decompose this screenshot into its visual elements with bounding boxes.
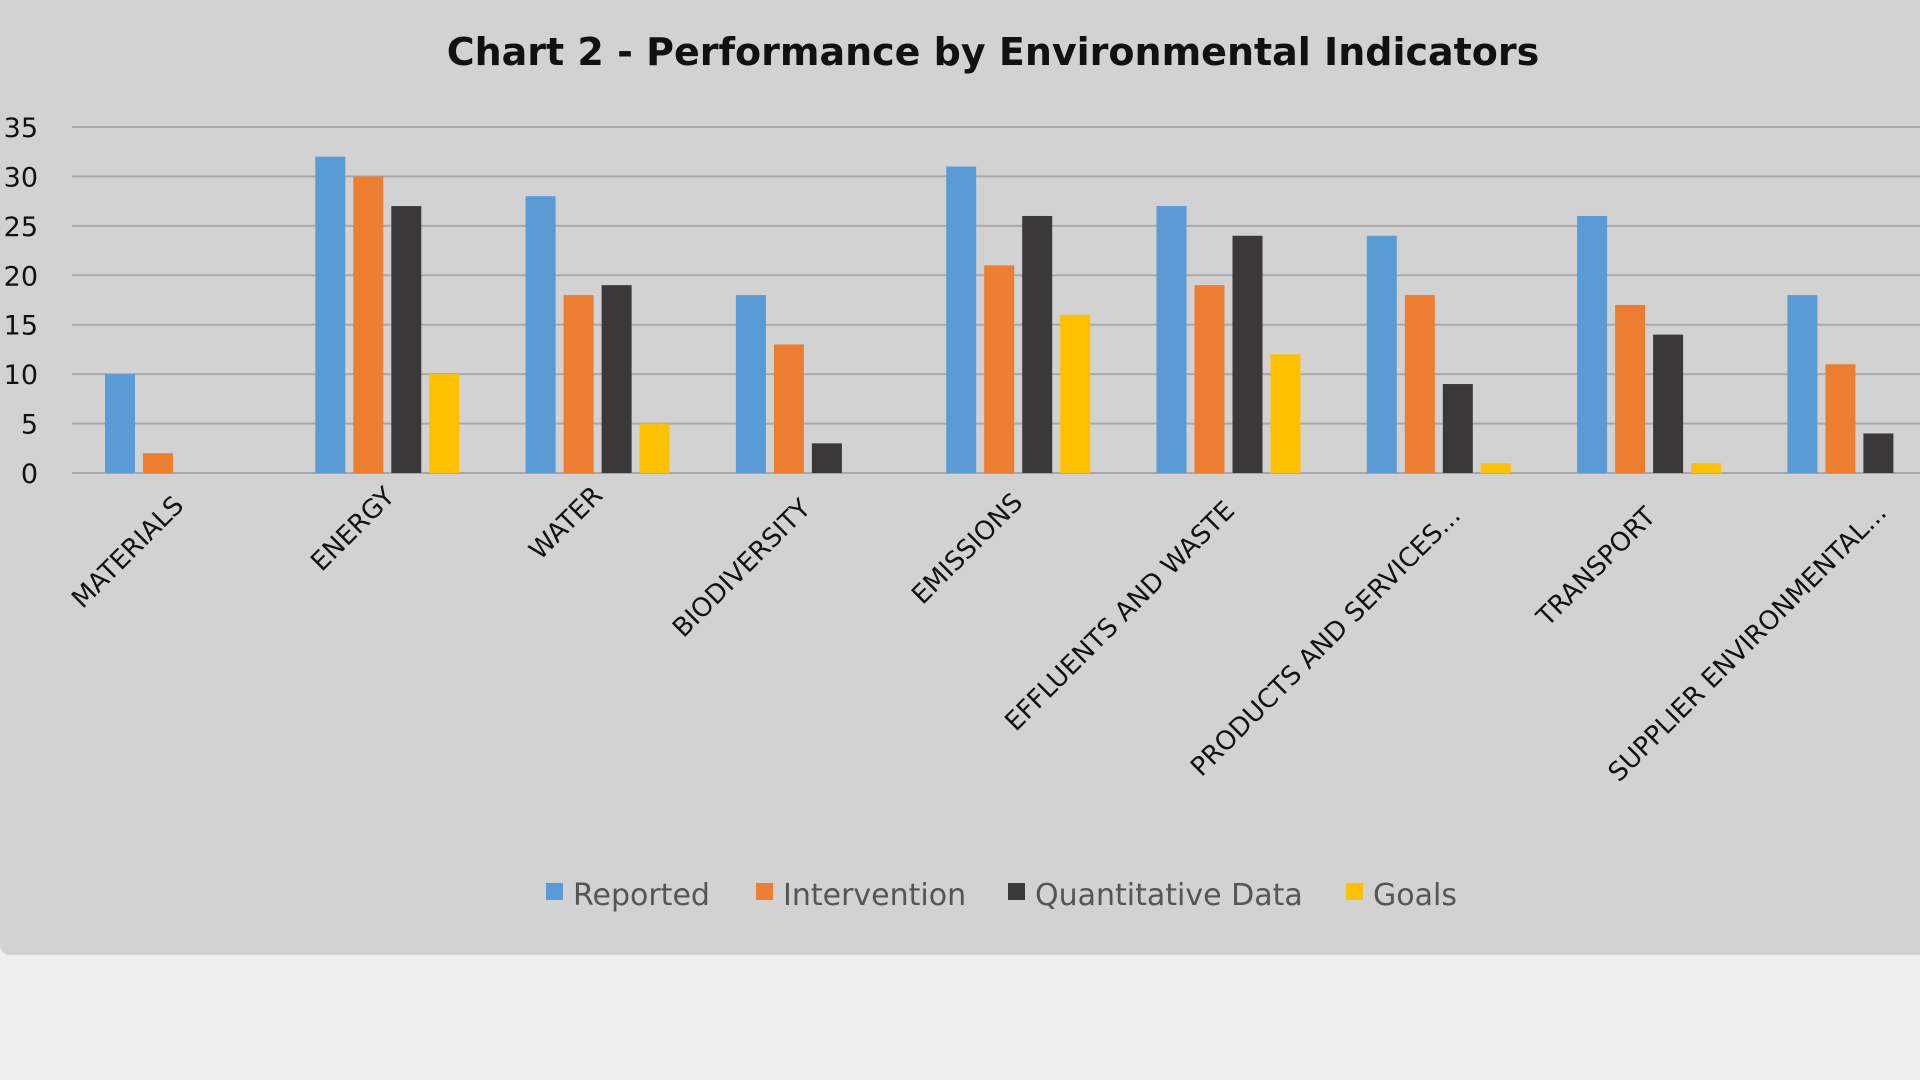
legend-label: Goals [1373,878,1457,913]
x-tick-label: ENERGY [305,482,401,578]
chart-panel: Chart 2 - Performance by Environmental I… [0,0,1920,955]
x-tick-label: EFFLUENTS AND WASTE [999,496,1240,737]
bar-intervention-3 [773,344,804,473]
y-tick-label: 0 [21,459,38,490]
bar-intervention-0 [143,453,173,473]
bar-quantitative-data-4 [1022,215,1053,473]
y-tick-label: 25 [4,212,38,243]
bar-goals-4 [1060,314,1091,473]
bar-reported-8 [1787,295,1818,473]
bar-goals-2 [639,423,670,473]
legend-swatch [1346,883,1363,900]
bar-quantitative-data-5 [1232,235,1263,473]
bar-reported-6 [1366,235,1397,473]
bar-goals-5 [1270,354,1301,473]
bar-goals-1 [429,374,460,473]
bar-quantitative-data-3 [811,443,842,473]
x-tick-label: SUPPLIER ENVIRONMENTAL... [1603,498,1893,788]
y-axis-ticks: 0 5 10 15 20 25 30 35 [4,113,38,490]
legend: Reported Intervention Quantitative Data Goa… [546,878,1457,913]
bar-intervention-1 [353,176,384,473]
bar-quantitative-data-2 [601,285,632,473]
x-tick-label: TRANSPORT [1531,502,1662,633]
bar-reported-5 [1156,206,1187,474]
bar-goals-6 [1480,463,1511,473]
legend-swatch [1008,883,1025,900]
x-tick-label: MATERIALS [66,491,190,615]
y-tick-label: 5 [21,410,38,441]
bar-intervention-7 [1615,304,1646,473]
bar-intervention-5 [1194,285,1225,473]
bar-quantitative-data-8 [1863,433,1894,473]
bar-intervention-6 [1404,295,1435,473]
bar-intervention-2 [563,295,594,473]
bar-reported-3 [735,295,766,473]
bar-reported-1 [315,156,346,473]
bar-quantitative-data-7 [1653,334,1684,473]
bar-quantitative-data-1 [391,206,422,474]
bar-quantitative-data-6 [1442,384,1473,473]
bar-reported-2 [525,196,556,473]
legend-label: Intervention [783,878,966,913]
y-tick-label: 30 [4,162,38,193]
chart-title: Chart 2 - Performance by Environmental I… [447,30,1540,74]
legend-swatch [756,883,773,900]
bars [105,156,1894,474]
x-axis-ticks: MATERIALS ENERGY WATER BIODIVERSITY EMISSION… [66,481,1893,788]
bar-goals-7 [1691,463,1722,473]
x-tick-label: BIODIVERSITY [667,494,817,644]
legend-label: Quantitative Data [1035,878,1303,913]
bar-reported-7 [1577,215,1608,473]
legend-swatch [546,883,563,900]
x-tick-label: EMISSIONS [906,488,1029,611]
y-tick-label: 20 [4,261,38,292]
y-tick-label: 15 [4,311,38,342]
y-tick-label: 10 [4,360,38,391]
bar-intervention-8 [1825,364,1856,473]
legend-label: Reported [573,878,710,913]
x-tick-label: WATER [524,481,609,566]
y-tick-label: 35 [4,113,38,144]
bar-reported-0 [105,374,135,473]
bar-intervention-4 [984,265,1015,473]
bar-reported-4 [946,166,977,474]
bar-chart: Chart 2 - Performance by Environmental I… [4,30,1920,913]
x-tick-label: PRODUCTS AND SERVICES... [1185,501,1467,783]
